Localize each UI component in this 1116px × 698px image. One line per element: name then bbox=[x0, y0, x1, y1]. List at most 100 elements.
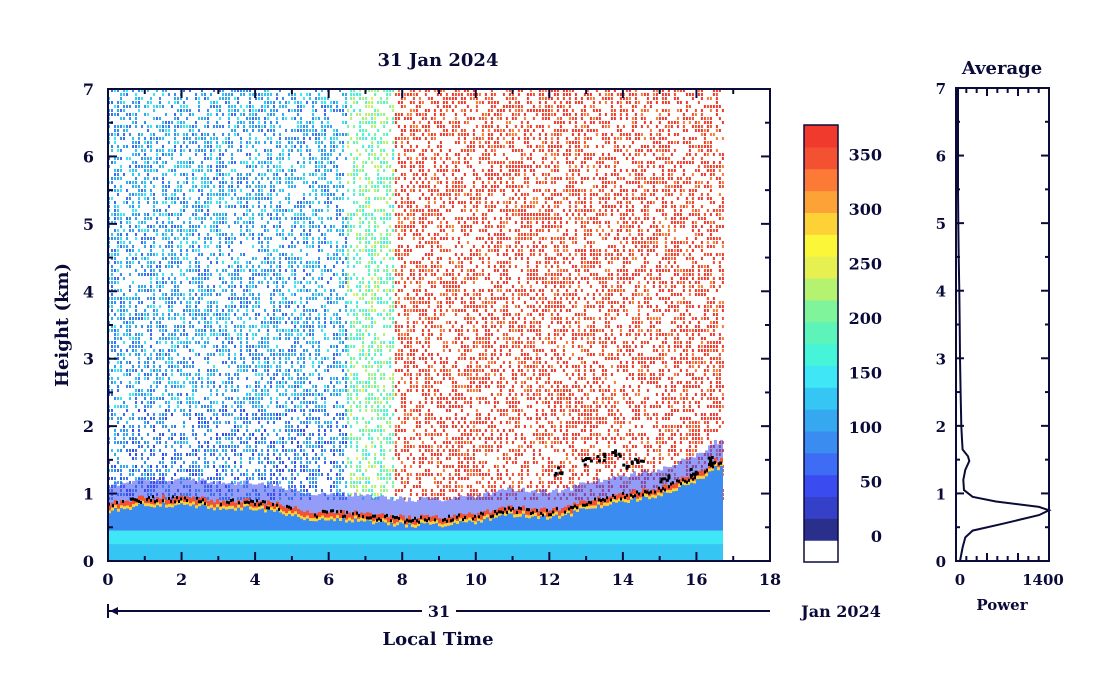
noise-pixel bbox=[267, 453, 269, 456]
noise-pixel bbox=[273, 429, 275, 432]
noise-pixel bbox=[333, 333, 335, 336]
noise-pixel bbox=[162, 93, 164, 96]
noise-pixel bbox=[273, 173, 275, 176]
noise-pixel bbox=[207, 193, 209, 196]
noise-pixel bbox=[252, 165, 254, 168]
noise-pixel bbox=[201, 205, 203, 208]
noise-pixel bbox=[219, 173, 221, 176]
noise-pixel bbox=[342, 441, 344, 444]
noise-pixel bbox=[324, 461, 326, 464]
noise-pixel bbox=[336, 401, 338, 404]
noise-pixel bbox=[365, 453, 368, 456]
noise-pixel bbox=[309, 265, 311, 268]
noise-pixel bbox=[150, 453, 152, 456]
noise-pixel bbox=[342, 449, 344, 452]
noise-pixel bbox=[279, 137, 281, 140]
noise-pixel bbox=[189, 289, 191, 292]
noise-pixel bbox=[282, 245, 284, 248]
noise-pixel bbox=[392, 281, 395, 284]
noise-pixel bbox=[279, 245, 281, 248]
noise-pixel bbox=[368, 465, 371, 468]
noise-pixel bbox=[365, 425, 368, 428]
noise-pixel bbox=[141, 193, 143, 196]
noise-pixel bbox=[111, 89, 113, 92]
noise-pixel bbox=[318, 473, 320, 476]
noise-pixel bbox=[162, 393, 164, 396]
noise-pixel bbox=[309, 437, 311, 440]
noise-pixel bbox=[231, 321, 233, 324]
noise-pixel bbox=[180, 369, 182, 372]
noise-pixel bbox=[147, 365, 149, 368]
noise-pixel bbox=[342, 437, 344, 440]
noise-pixel bbox=[114, 333, 116, 336]
noise-pixel bbox=[132, 89, 134, 92]
noise-pixel bbox=[345, 93, 347, 96]
noise-pixel bbox=[359, 281, 362, 284]
noise-pixel bbox=[294, 485, 296, 488]
noise-pixel bbox=[195, 133, 197, 136]
noise-pixel bbox=[120, 97, 122, 100]
noise-pixel bbox=[120, 429, 122, 432]
noise-pixel bbox=[279, 261, 281, 264]
noise-pixel bbox=[264, 249, 266, 252]
noise-pixel bbox=[195, 449, 197, 452]
noise-pixel bbox=[138, 381, 140, 384]
noise-pixel bbox=[237, 261, 239, 264]
noise-pixel bbox=[300, 365, 302, 368]
noise-pixel bbox=[353, 225, 356, 228]
noise-pixel bbox=[333, 273, 335, 276]
noise-pixel bbox=[300, 465, 302, 468]
noise-pixel bbox=[168, 93, 170, 96]
noise-pixel bbox=[147, 477, 149, 480]
noise-pixel bbox=[111, 413, 113, 416]
noise-pixel bbox=[279, 321, 281, 324]
noise-pixel bbox=[300, 205, 302, 208]
noise-pixel bbox=[156, 437, 158, 440]
noise-pixel bbox=[288, 481, 290, 484]
noise-pixel bbox=[132, 173, 134, 176]
noise-pixel bbox=[237, 401, 239, 404]
noise-pixel bbox=[318, 165, 320, 168]
noise-pixel bbox=[252, 129, 254, 132]
noise-pixel bbox=[389, 289, 392, 292]
noise-pixel bbox=[386, 345, 389, 348]
noise-pixel bbox=[258, 233, 260, 236]
noise-pixel bbox=[198, 225, 200, 228]
noise-pixel bbox=[282, 393, 284, 396]
noise-pixel bbox=[368, 333, 371, 336]
noise-pixel bbox=[374, 225, 377, 228]
noise-pixel bbox=[330, 469, 332, 472]
noise-pixel bbox=[144, 149, 146, 152]
noise-pixel bbox=[285, 181, 287, 184]
noise-pixel bbox=[294, 257, 296, 260]
noise-pixel bbox=[234, 345, 236, 348]
noise-pixel bbox=[318, 429, 320, 432]
noise-pixel bbox=[294, 345, 296, 348]
noise-pixel bbox=[315, 101, 317, 104]
noise-pixel bbox=[159, 433, 161, 436]
noise-pixel bbox=[120, 449, 122, 452]
noise-pixel bbox=[207, 369, 209, 372]
noise-pixel bbox=[291, 485, 293, 488]
noise-pixel bbox=[237, 333, 239, 336]
noise-pixel bbox=[237, 181, 239, 184]
noise-pixel bbox=[383, 213, 386, 216]
noise-pixel bbox=[162, 129, 164, 132]
noise-pixel bbox=[123, 173, 125, 176]
noise-pixel bbox=[159, 265, 161, 268]
noise-pixel bbox=[321, 361, 323, 364]
noise-pixel bbox=[377, 145, 380, 148]
noise-pixel bbox=[213, 409, 215, 412]
noise-pixel bbox=[195, 401, 197, 404]
noise-pixel bbox=[234, 277, 236, 280]
noise-pixel bbox=[204, 317, 206, 320]
noise-pixel bbox=[330, 477, 332, 480]
noise-pixel bbox=[371, 137, 374, 140]
noise-pixel bbox=[303, 173, 305, 176]
noise-pixel bbox=[347, 377, 350, 380]
noise-pixel bbox=[219, 437, 221, 440]
noise-pixel bbox=[120, 417, 122, 420]
noise-pixel bbox=[291, 461, 293, 464]
noise-pixel bbox=[219, 229, 221, 232]
noise-pixel bbox=[306, 233, 308, 236]
